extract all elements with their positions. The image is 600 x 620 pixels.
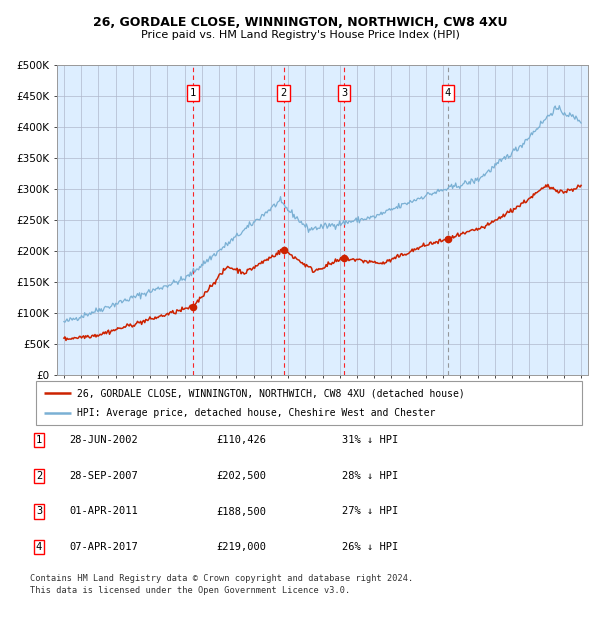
Text: 3: 3 — [341, 88, 347, 98]
Text: 07-APR-2017: 07-APR-2017 — [69, 542, 138, 552]
Text: 27% ↓ HPI: 27% ↓ HPI — [342, 507, 398, 516]
Text: 28-SEP-2007: 28-SEP-2007 — [69, 471, 138, 481]
Text: 26, GORDALE CLOSE, WINNINGTON, NORTHWICH, CW8 4XU (detached house): 26, GORDALE CLOSE, WINNINGTON, NORTHWICH… — [77, 389, 465, 399]
FancyBboxPatch shape — [36, 381, 582, 425]
Text: £110,426: £110,426 — [216, 435, 266, 445]
Text: 1: 1 — [36, 435, 42, 445]
Text: 4: 4 — [445, 88, 451, 98]
Text: Contains HM Land Registry data © Crown copyright and database right 2024.: Contains HM Land Registry data © Crown c… — [30, 574, 413, 583]
Text: 2: 2 — [36, 471, 42, 481]
Text: 28% ↓ HPI: 28% ↓ HPI — [342, 471, 398, 481]
Text: 28-JUN-2002: 28-JUN-2002 — [69, 435, 138, 445]
Text: 31% ↓ HPI: 31% ↓ HPI — [342, 435, 398, 445]
Text: 26% ↓ HPI: 26% ↓ HPI — [342, 542, 398, 552]
Text: Price paid vs. HM Land Registry's House Price Index (HPI): Price paid vs. HM Land Registry's House … — [140, 30, 460, 40]
Text: £202,500: £202,500 — [216, 471, 266, 481]
Text: 26, GORDALE CLOSE, WINNINGTON, NORTHWICH, CW8 4XU: 26, GORDALE CLOSE, WINNINGTON, NORTHWICH… — [93, 16, 507, 29]
Text: £188,500: £188,500 — [216, 507, 266, 516]
Text: £219,000: £219,000 — [216, 542, 266, 552]
Text: This data is licensed under the Open Government Licence v3.0.: This data is licensed under the Open Gov… — [30, 586, 350, 595]
Text: 01-APR-2011: 01-APR-2011 — [69, 507, 138, 516]
Text: 1: 1 — [190, 88, 196, 98]
Text: HPI: Average price, detached house, Cheshire West and Chester: HPI: Average price, detached house, Ches… — [77, 407, 436, 417]
Text: 2: 2 — [280, 88, 287, 98]
Text: 4: 4 — [36, 542, 42, 552]
Text: 3: 3 — [36, 507, 42, 516]
